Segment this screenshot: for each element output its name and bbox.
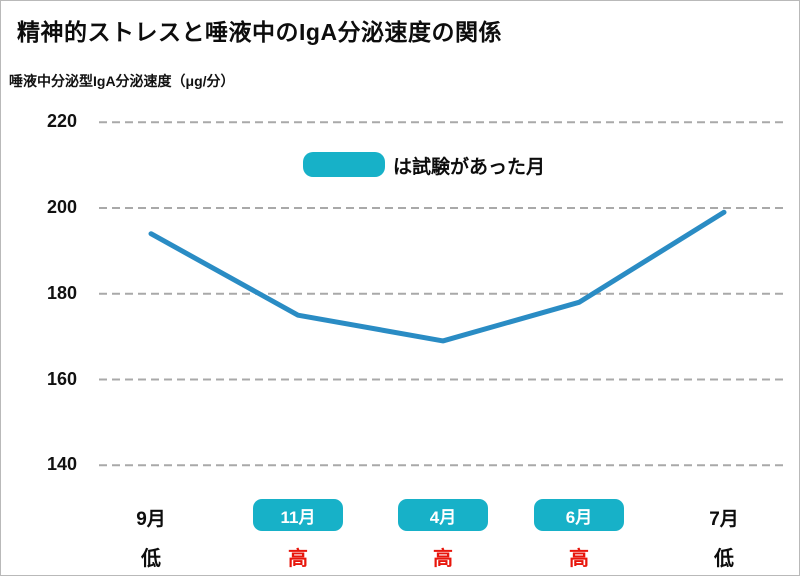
y-tick-label: 160 <box>46 368 77 389</box>
y-axis-label: 唾液中分泌型IgA分泌速度（μg/分） <box>9 73 235 89</box>
stress-level-label: 低 <box>714 548 734 570</box>
y-tick-label: 140 <box>46 454 77 475</box>
month-label-highlighted: 11月 <box>253 499 343 531</box>
y-tick-label: 180 <box>46 282 77 303</box>
month-label-highlighted: 4月 <box>398 499 488 531</box>
stress-level-label: 低 <box>141 548 161 570</box>
legend-label: は試験があった月 <box>393 157 546 178</box>
month-label-highlighted: 6月 <box>534 499 624 531</box>
iga-secretion-line <box>148 209 727 344</box>
legend-swatch-exam-month <box>303 152 385 177</box>
chart-title: 精神的ストレスと唾液中のIgA分泌速度の関係 <box>17 19 503 45</box>
month-label: 9月 <box>136 509 166 530</box>
y-tick-label: 200 <box>46 197 77 217</box>
stress-level-label: 高 <box>569 548 589 570</box>
month-label: 7月 <box>709 509 739 530</box>
stress-level-label: 高 <box>433 548 453 570</box>
stress-level-label: 高 <box>288 548 308 570</box>
y-tick-label: 220 <box>46 111 77 132</box>
